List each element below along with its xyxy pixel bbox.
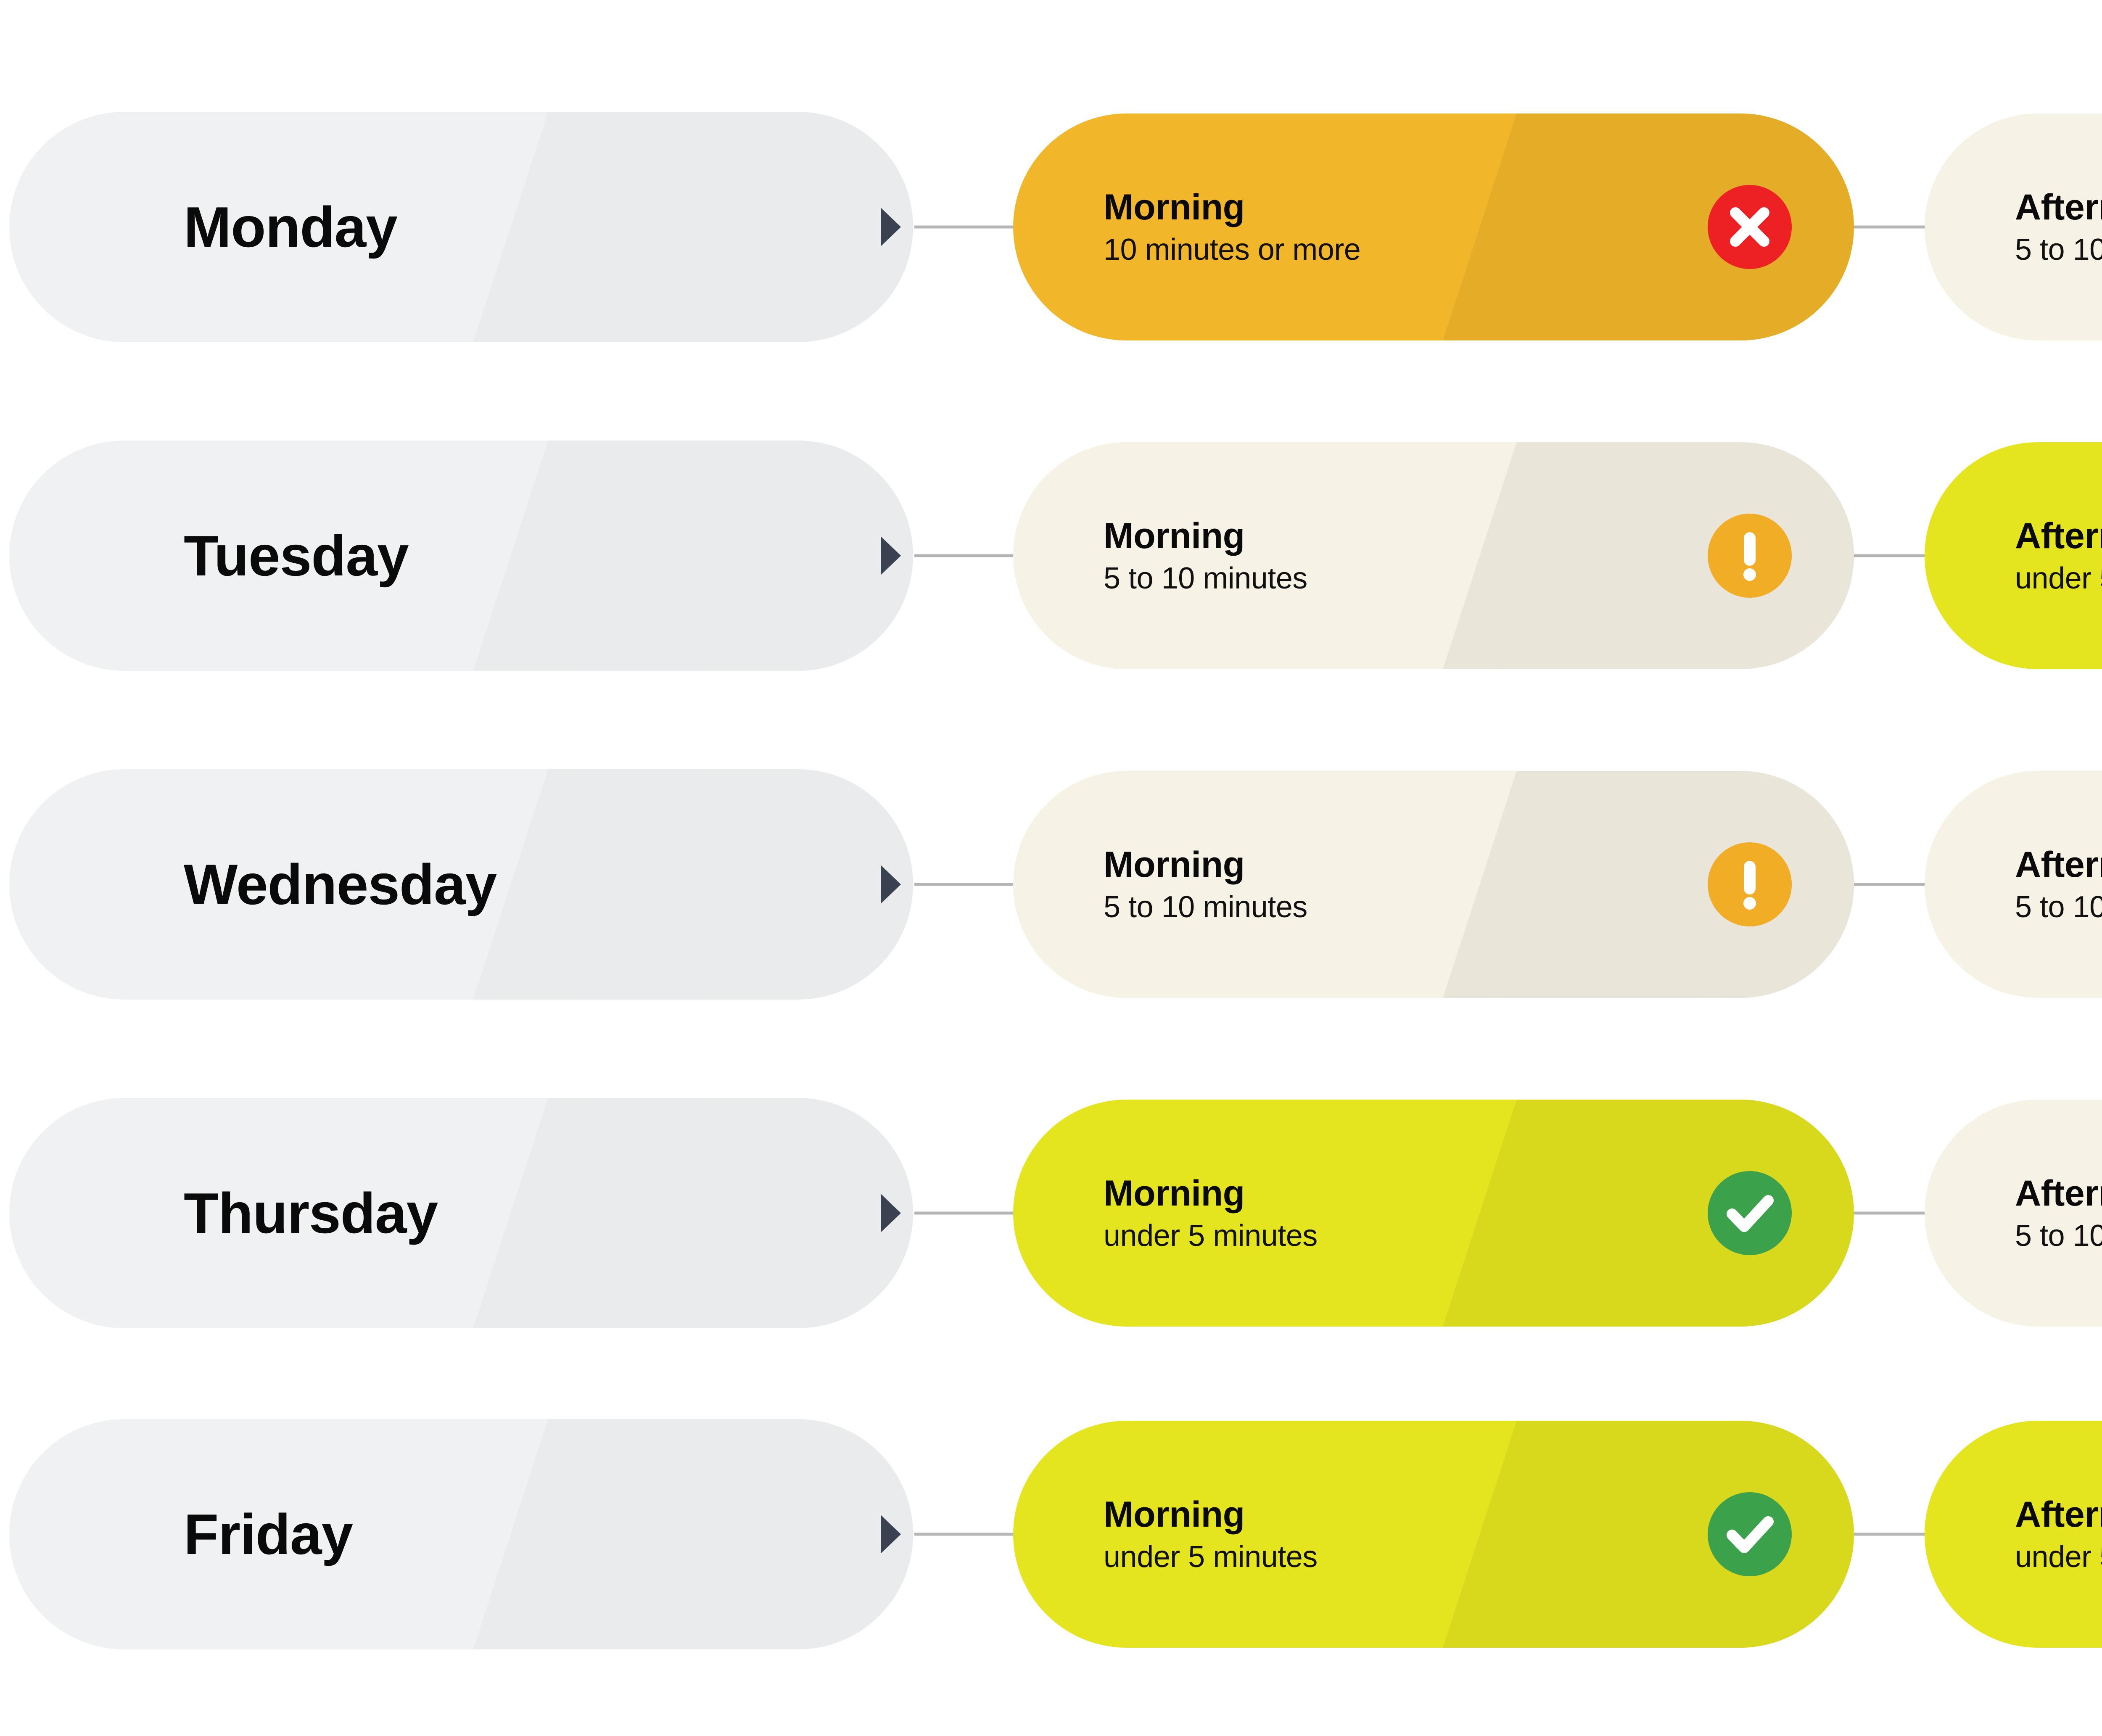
day-pill-friday[interactable]: Friday — [9, 1419, 913, 1649]
afternoon-pill[interactable]: Afternoon 5 to 10 minutes — [1925, 1100, 2102, 1327]
success-check-icon — [1708, 1171, 1792, 1255]
afternoon-pill[interactable]: Afternoon 5 to 10 minutes — [1925, 113, 2102, 340]
afternoon-duration-value: under 5 minutes — [2015, 562, 2102, 595]
connector-day-to-morning — [914, 225, 1015, 229]
chevron-right-icon — [881, 865, 901, 904]
afternoon-duration-value: under 5 minutes — [2015, 1540, 2102, 1574]
morning-duration-value: 10 minutes or more — [1104, 233, 1361, 266]
afternoon-pill[interactable]: Afternoon under 5 minutes — [1925, 442, 2102, 669]
afternoon-title: Afternoon — [2015, 844, 2102, 885]
morning-text-block: Morning 5 to 10 minutes — [1104, 518, 1307, 594]
schedule-row: Monday Morning 10 minutes or more Afternoon… — [0, 92, 2102, 361]
morning-text-block: Morning under 5 minutes — [1104, 1175, 1318, 1251]
morning-title: Morning — [1104, 1494, 1245, 1535]
connector-morning-to-afternoon — [1853, 554, 1925, 557]
afternoon-duration-value: 5 to 10 minutes — [2015, 233, 2102, 266]
day-label: Wednesday — [184, 852, 497, 916]
pill-gradient-overlay — [9, 112, 913, 342]
afternoon-pill[interactable]: Afternoon 5 to 10 minutes — [1925, 771, 2102, 998]
connector-morning-to-afternoon — [1853, 883, 1925, 886]
chevron-right-icon — [881, 1194, 901, 1232]
morning-pill[interactable]: Morning 5 to 10 minutes — [1013, 771, 1854, 998]
pill-gradient-overlay — [9, 1098, 913, 1328]
afternoon-duration-value: 5 to 10 minutes — [2015, 890, 2102, 924]
morning-title: Morning — [1104, 844, 1245, 885]
morning-pill[interactable]: Morning under 5 minutes — [1013, 1421, 1854, 1648]
morning-pill[interactable]: Morning under 5 minutes — [1013, 1100, 1854, 1327]
morning-pill[interactable]: Morning 5 to 10 minutes — [1013, 442, 1854, 669]
afternoon-duration-value: 5 to 10 minutes — [2015, 1219, 2102, 1253]
afternoon-title: Afternoon — [2015, 1494, 2102, 1535]
afternoon-title: Afternoon — [2015, 1173, 2102, 1214]
afternoon-text-block: Afternoon 5 to 10 minutes — [2015, 1175, 2102, 1251]
pill-gradient-overlay — [9, 441, 913, 671]
success-check-icon — [1708, 1492, 1792, 1576]
error-x-icon — [1708, 185, 1792, 269]
connector-day-to-morning — [914, 554, 1015, 557]
morning-duration-value: 5 to 10 minutes — [1104, 562, 1307, 595]
day-pill-thursday[interactable]: Thursday — [9, 1098, 913, 1328]
connector-day-to-morning — [914, 883, 1015, 886]
morning-title: Morning — [1104, 187, 1245, 227]
day-label: Tuesday — [184, 524, 409, 588]
chevron-right-icon — [881, 1515, 901, 1554]
pill-gradient-overlay — [9, 1419, 913, 1649]
afternoon-text-block: Afternoon 5 to 10 minutes — [2015, 189, 2102, 265]
afternoon-text-block: Afternoon 5 to 10 minutes — [2015, 847, 2102, 922]
morning-duration-value: under 5 minutes — [1104, 1540, 1318, 1574]
morning-pill[interactable]: Morning 10 minutes or more — [1013, 113, 1854, 340]
morning-duration-value: 5 to 10 minutes — [1104, 890, 1307, 924]
schedule-row: Friday Morning under 5 minutes Afternoon und… — [0, 1400, 2102, 1669]
day-label: Monday — [184, 195, 398, 259]
day-pill-tuesday[interactable]: Tuesday — [9, 441, 913, 671]
afternoon-text-block: Afternoon under 5 minutes — [2015, 518, 2102, 594]
chevron-right-icon — [881, 536, 901, 575]
morning-duration-value: under 5 minutes — [1104, 1219, 1318, 1253]
morning-text-block: Morning under 5 minutes — [1104, 1496, 1318, 1572]
afternoon-pill[interactable]: Afternoon under 5 minutes — [1925, 1421, 2102, 1648]
morning-text-block: Morning 10 minutes or more — [1104, 187, 1361, 266]
day-pill-monday[interactable]: Monday — [9, 112, 913, 342]
connector-morning-to-afternoon — [1853, 1533, 1925, 1536]
morning-text-block: Morning 5 to 10 minutes — [1104, 847, 1307, 922]
day-label: Thursday — [184, 1181, 438, 1245]
afternoon-title: Afternoon — [2015, 187, 2102, 227]
connector-morning-to-afternoon — [1853, 1211, 1925, 1215]
warning-exclamation-icon — [1708, 514, 1792, 598]
chevron-right-icon — [881, 208, 901, 246]
schedule-row: Tuesday Morning 5 to 10 minutes Afternoon un… — [0, 421, 2102, 690]
day-pill-wednesday[interactable]: Wednesday — [9, 769, 913, 1000]
connector-morning-to-afternoon — [1853, 225, 1925, 229]
afternoon-title: Afternoon — [2015, 516, 2102, 556]
schedule-row: Thursday Morning under 5 minutes Afternoon 5… — [0, 1079, 2102, 1348]
connector-day-to-morning — [914, 1211, 1015, 1215]
warning-exclamation-icon — [1708, 842, 1792, 926]
connector-day-to-morning — [914, 1533, 1015, 1536]
morning-title: Morning — [1104, 516, 1245, 556]
afternoon-text-block: Afternoon under 5 minutes — [2015, 1496, 2102, 1572]
day-label: Friday — [184, 1502, 353, 1566]
morning-title: Morning — [1104, 1173, 1245, 1214]
